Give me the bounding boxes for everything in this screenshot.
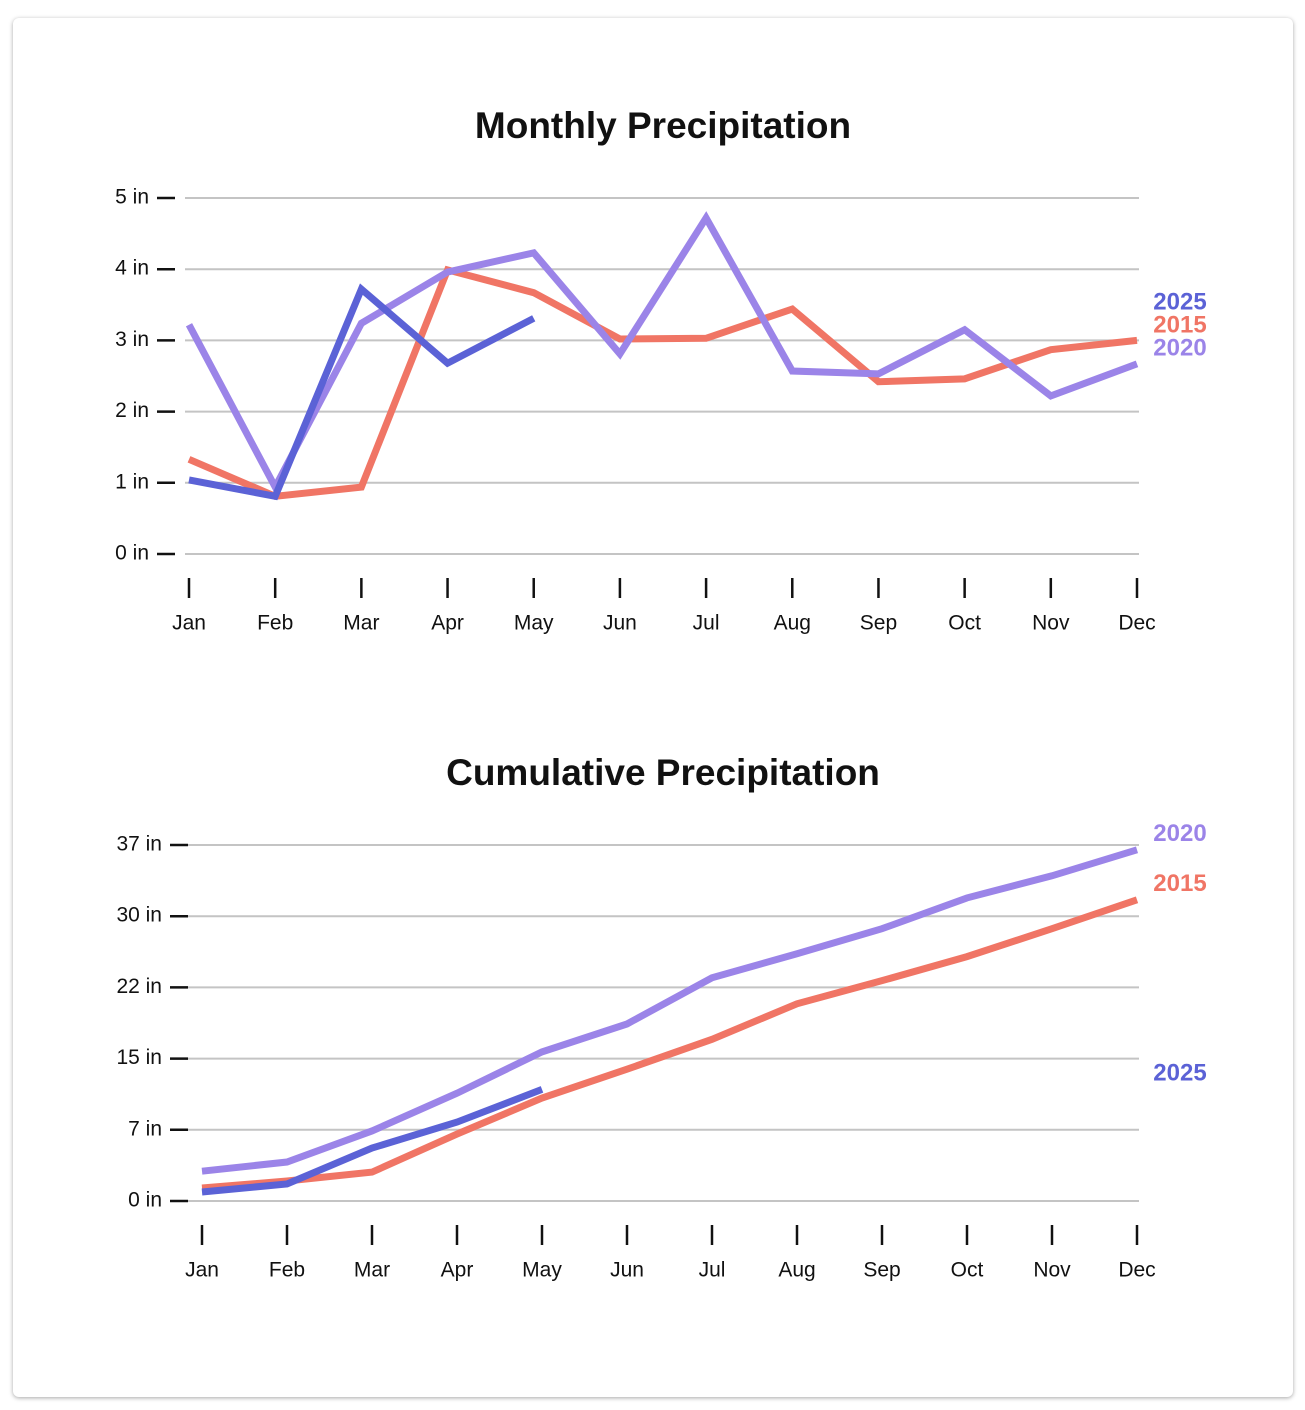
y-tick-label: 0 in — [128, 1189, 162, 1212]
y-tick-label: 30 in — [116, 904, 162, 927]
x-tick-label: May — [522, 1259, 562, 1282]
y-tick-label: 0 in — [115, 542, 149, 565]
x-tick-label: Jun — [603, 612, 637, 635]
series-label: 2025 — [1153, 289, 1206, 316]
x-tick-label: Apr — [441, 1259, 474, 1282]
x-tick-label: Nov — [1032, 612, 1070, 635]
x-tick-label: Feb — [257, 612, 293, 635]
x-tick-label: Dec — [1118, 612, 1155, 635]
series-line — [201, 846, 1139, 1175]
x-tick-label: Sep — [863, 1259, 900, 1282]
y-tick-label: 37 in — [116, 833, 162, 856]
series-label: 2015 — [1153, 870, 1206, 897]
chart-title: Cumulative Precipitation — [446, 752, 880, 793]
y-tick-label: 7 in — [128, 1117, 162, 1140]
chart-title: Monthly Precipitation — [475, 105, 851, 146]
x-tick-label: Jul — [693, 612, 720, 635]
series-label: 2020 — [1153, 820, 1206, 847]
y-tick-label: 3 in — [115, 328, 149, 351]
series-label: 2020 — [1153, 335, 1206, 362]
y-tick-label: 5 in — [115, 186, 149, 209]
x-tick-label: Jan — [185, 1259, 219, 1282]
series-line — [201, 896, 1139, 1192]
x-tick-label: Jun — [610, 1259, 644, 1282]
series-line — [185, 211, 1139, 495]
x-tick-label: May — [514, 612, 554, 635]
x-tick-label: Feb — [269, 1259, 305, 1282]
x-tick-label: Nov — [1033, 1259, 1071, 1282]
x-tick-label: Sep — [860, 612, 897, 635]
x-tick-label: Jan — [172, 612, 206, 635]
series-label: 2025 — [1153, 1060, 1206, 1087]
x-tick-label: Mar — [343, 612, 379, 635]
x-tick-label: Oct — [951, 1259, 984, 1282]
y-tick-label: 2 in — [115, 399, 149, 422]
y-tick-label: 4 in — [115, 257, 149, 280]
x-tick-label: Aug — [778, 1259, 815, 1282]
x-tick-label: Apr — [431, 612, 464, 635]
x-tick-label: Oct — [948, 612, 981, 635]
x-tick-label: Jul — [699, 1259, 726, 1282]
y-tick-label: 22 in — [116, 975, 162, 998]
series-line — [188, 283, 536, 501]
x-tick-label: Mar — [354, 1259, 390, 1282]
y-tick-label: 15 in — [116, 1046, 162, 1069]
x-tick-label: Aug — [774, 612, 811, 635]
x-tick-label: Dec — [1118, 1259, 1155, 1282]
series-line — [201, 1086, 544, 1196]
series-label: 2015 — [1153, 312, 1206, 339]
series-line — [187, 265, 1138, 500]
y-tick-label: 1 in — [115, 470, 149, 493]
